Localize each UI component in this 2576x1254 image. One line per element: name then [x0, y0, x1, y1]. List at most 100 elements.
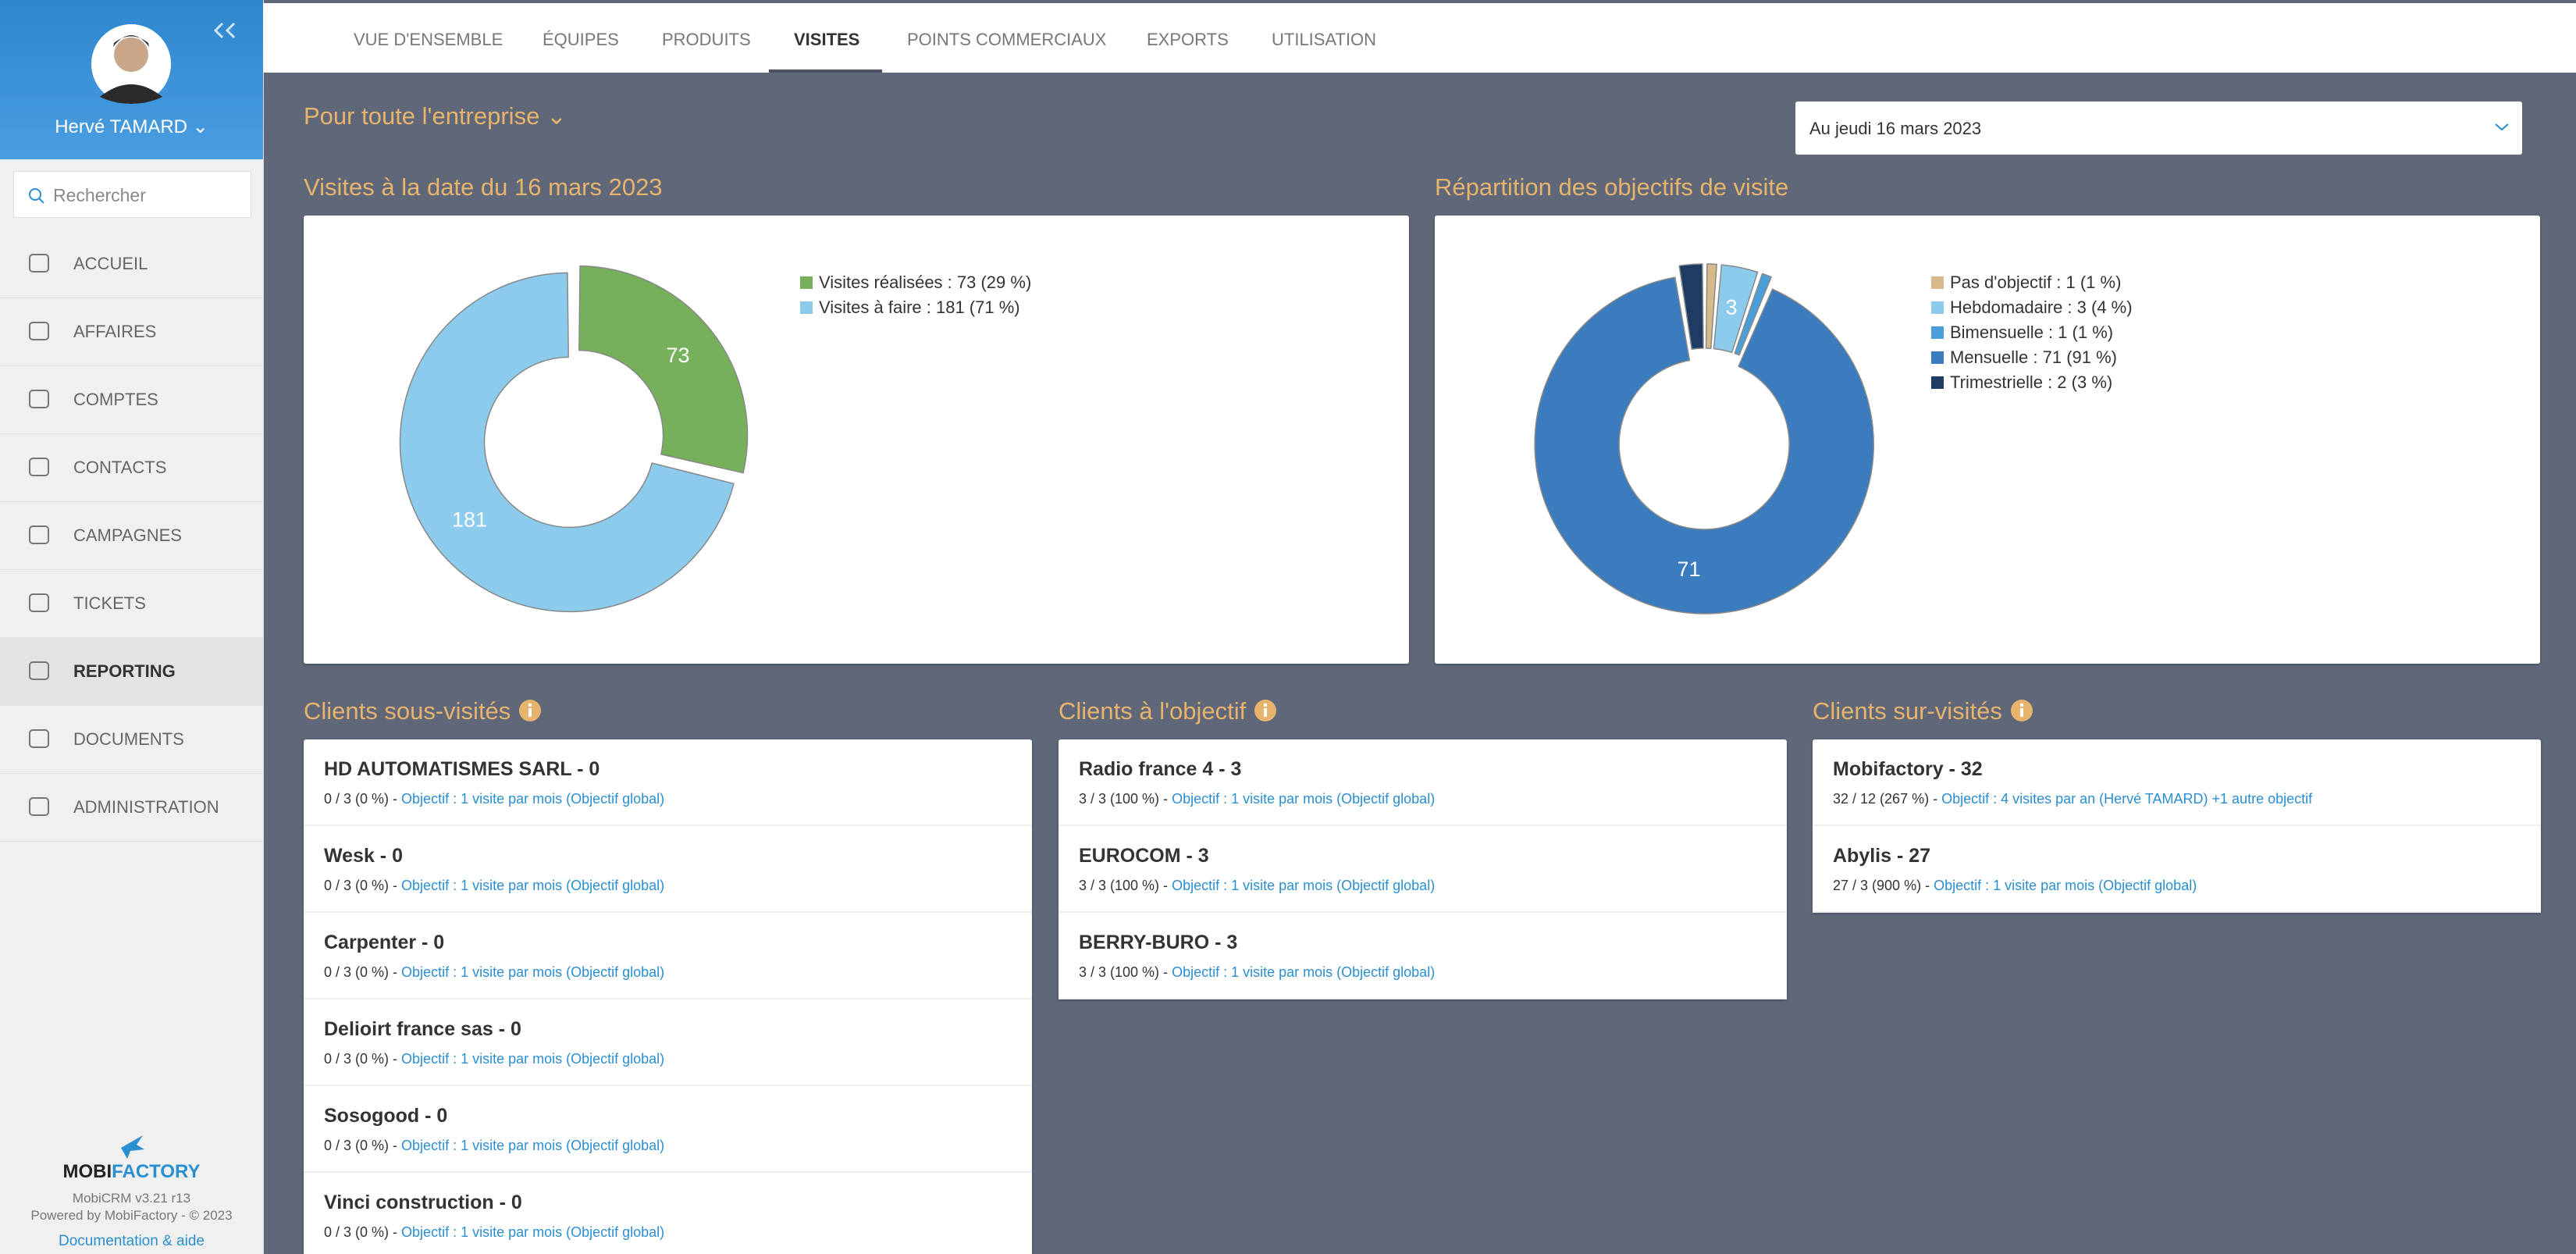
menu-item[interactable]: COMPTES — [0, 366, 263, 434]
menu-item[interactable]: TICKETS — [0, 570, 263, 638]
tab[interactable]: EXPORTS — [1147, 30, 1229, 49]
tab[interactable]: UTILISATION — [1272, 30, 1377, 49]
donut-chart: 73 181 Visites réalisées : 73 (29 %) Visite… — [399, 265, 1031, 613]
menu-icon — [29, 729, 49, 748]
menu-item[interactable]: AFFAIRES — [0, 298, 263, 366]
menu-label: TICKETS — [73, 593, 146, 613]
client-objective[interactable]: Objectif : 1 visite par mois (Objectif g… — [401, 1138, 665, 1153]
donut-slice — [1713, 264, 1759, 354]
client-objective[interactable]: Objectif : 1 visite par mois (Objectif g… — [401, 964, 665, 980]
menu-item[interactable]: CONTACTS — [0, 434, 263, 502]
brand-part: MOBI — [62, 1161, 112, 1182]
client-stats: 27 / 3 (900 %) - Objectif : 1 visite par… — [1833, 878, 2197, 894]
client-name: Carpenter - 0 — [324, 932, 445, 953]
legend-swatch — [1931, 326, 1944, 339]
legend-swatch — [800, 301, 813, 314]
client-name: EUROCOM - 3 — [1079, 845, 1209, 867]
client-objective[interactable]: Objectif : 1 visite par mois (Objectif g… — [1934, 878, 2197, 893]
tab[interactable]: ÉQUIPES — [543, 30, 619, 49]
menu-item[interactable]: ADMINISTRATION — [0, 774, 263, 842]
icon-shape — [29, 797, 49, 816]
menu-item[interactable]: ACCUEIL — [0, 230, 263, 298]
search-box[interactable]: Rechercher — [13, 171, 251, 218]
list-title: Clients sous-visités — [304, 697, 542, 725]
client-item[interactable]: Wesk - 0 0 / 3 (0 %) - Objectif : 1 visit… — [304, 826, 1032, 913]
client-stats: 0 / 3 (0 %) - Objectif : 1 visite par mo… — [324, 964, 664, 981]
client-stats: 0 / 3 (0 %) - Objectif : 1 visite par mo… — [324, 878, 664, 894]
menu-label: REPORTING — [73, 661, 176, 681]
help-link[interactable]: Documentation & aide — [59, 1233, 205, 1249]
tab[interactable]: PRODUITS — [662, 30, 751, 49]
date-select[interactable]: Au jeudi 16 mars 2023 — [1795, 102, 2522, 155]
client-objective[interactable]: Objectif : 1 visite par mois (Objectif g… — [401, 1051, 665, 1067]
client-stats: 0 / 3 (0 %) - Objectif : 1 visite par mo… — [324, 1051, 664, 1067]
user-name[interactable]: Hervé TAMARD ⌄ — [55, 116, 208, 137]
menu-label: COMPTES — [73, 390, 158, 409]
icon-shape — [29, 458, 49, 476]
legend-swatch — [800, 276, 813, 289]
legend-swatch — [1931, 301, 1944, 314]
list-panel: HD AUTOMATISMES SARL - 0 0 / 3 (0 %) - Ob… — [304, 739, 1032, 1254]
client-item[interactable]: Radio france 4 - 3 3 / 3 (100 %) - Object… — [1059, 739, 1787, 826]
client-name: Mobifactory - 32 — [1833, 758, 1983, 780]
info-glyph — [528, 708, 532, 717]
client-ratio: 0 / 3 (0 %) - — [324, 1051, 398, 1067]
icon-shape — [29, 729, 49, 748]
chart-panel: 3 71 Pas d'objectif : 1 (1 %) Hebdomadaire … — [1435, 216, 2540, 664]
donut-chart: 3 71 Pas d'objectif : 1 (1 %) Hebdomadaire … — [1534, 263, 2133, 615]
scope-select[interactable]: Pour toute l'entreprise ⌄ — [304, 102, 567, 130]
client-objective[interactable]: Objectif : 1 visite par mois (Objectif g… — [1172, 964, 1436, 980]
menu-item[interactable]: CAMPAGNES — [0, 502, 263, 570]
info-glyph — [1264, 704, 1268, 707]
menu-item[interactable]: DOCUMENTS — [0, 706, 263, 774]
client-name: HD AUTOMATISMES SARL - 0 — [324, 758, 600, 780]
client-objective[interactable]: Objectif : 1 visite par mois (Objectif g… — [1172, 878, 1436, 893]
menu-label: CAMPAGNES — [73, 525, 182, 545]
client-item[interactable]: EUROCOM - 3 3 / 3 (100 %) - Objectif : 1 … — [1059, 826, 1787, 913]
tab[interactable]: POINTS COMMERCIAUX — [907, 30, 1107, 49]
menu-label: CONTACTS — [73, 458, 167, 477]
client-item[interactable]: Carpenter - 0 0 / 3 (0 %) - Objectif : 1 … — [304, 913, 1032, 999]
tab[interactable]: VISITES — [794, 30, 860, 49]
client-ratio: 0 / 3 (0 %) - — [324, 964, 398, 980]
client-ratio: 3 / 3 (100 %) - — [1079, 791, 1169, 807]
client-objective[interactable]: Objectif : 4 visites par an (Hervé TAMAR… — [1941, 791, 2313, 807]
client-item[interactable]: Mobifactory - 32 32 / 12 (267 %) - Object… — [1813, 739, 2541, 826]
date-select-text: Au jeudi 16 mars 2023 — [1809, 119, 1982, 138]
client-item[interactable]: Vinci construction - 0 0 / 3 (0 %) - Obje… — [304, 1173, 1032, 1254]
client-item[interactable]: Delioirt france sas - 0 0 / 3 (0 %) - Obj… — [304, 999, 1032, 1086]
client-item[interactable]: HD AUTOMATISMES SARL - 0 0 / 3 (0 %) - Ob… — [304, 739, 1032, 826]
brand-logo — [120, 1135, 144, 1159]
info-glyph — [2019, 708, 2023, 717]
tab[interactable]: VUE D'ENSEMBLE — [354, 30, 503, 49]
client-objective[interactable]: Objectif : 1 visite par mois (Objectif g… — [401, 1224, 665, 1240]
legend-label: Visites réalisées : 73 (29 %) — [819, 273, 1031, 292]
info-glyph — [528, 704, 532, 707]
icon-shape — [29, 254, 49, 273]
menu-label: AFFAIRES — [73, 322, 157, 341]
icon-shape — [29, 390, 49, 408]
legend-label: Visites à faire : 181 (71 %) — [819, 297, 1020, 317]
client-stats: 3 / 3 (100 %) - Objectif : 1 visite par … — [1079, 964, 1435, 981]
client-ratio: 3 / 3 (100 %) - — [1079, 878, 1169, 893]
donut-slice — [1705, 263, 1717, 350]
chart-panel: 73 181 Visites réalisées : 73 (29 %) Visite… — [304, 216, 1409, 664]
client-ratio: 0 / 3 (0 %) - — [324, 878, 398, 893]
list-title: Clients sur-visités — [1813, 697, 2033, 725]
client-stats: 3 / 3 (100 %) - Objectif : 1 visite par … — [1079, 878, 1435, 894]
client-item[interactable]: BERRY-BURO - 3 3 / 3 (100 %) - Objectif :… — [1059, 913, 1787, 999]
tab-bar: VUE D'ENSEMBLE ÉQUIPES PRODUITS VISITES POIN… — [263, 3, 2576, 73]
client-item[interactable]: Abylis - 27 27 / 3 (900 %) - Objectif : 1… — [1813, 826, 2541, 913]
scope-text: Pour toute l'entreprise — [304, 102, 540, 130]
client-name: Delioirt france sas - 0 — [324, 1018, 521, 1040]
list-panel: Mobifactory - 32 32 / 12 (267 %) - Object… — [1813, 739, 2541, 913]
user-name-text: Hervé TAMARD — [55, 116, 188, 137]
client-item[interactable]: Sosogood - 0 0 / 3 (0 %) - Objectif : 1 v… — [304, 1086, 1032, 1173]
menu-icon — [29, 390, 49, 408]
client-objective[interactable]: Objectif : 1 visite par mois (Objectif g… — [401, 791, 665, 807]
menu-item[interactable]: REPORTING — [0, 638, 263, 706]
data-label: 181 — [452, 508, 487, 531]
client-objective[interactable]: Objectif : 1 visite par mois (Objectif g… — [1172, 791, 1436, 807]
donut-slice — [578, 265, 749, 474]
client-objective[interactable]: Objectif : 1 visite par mois (Objectif g… — [401, 878, 665, 893]
